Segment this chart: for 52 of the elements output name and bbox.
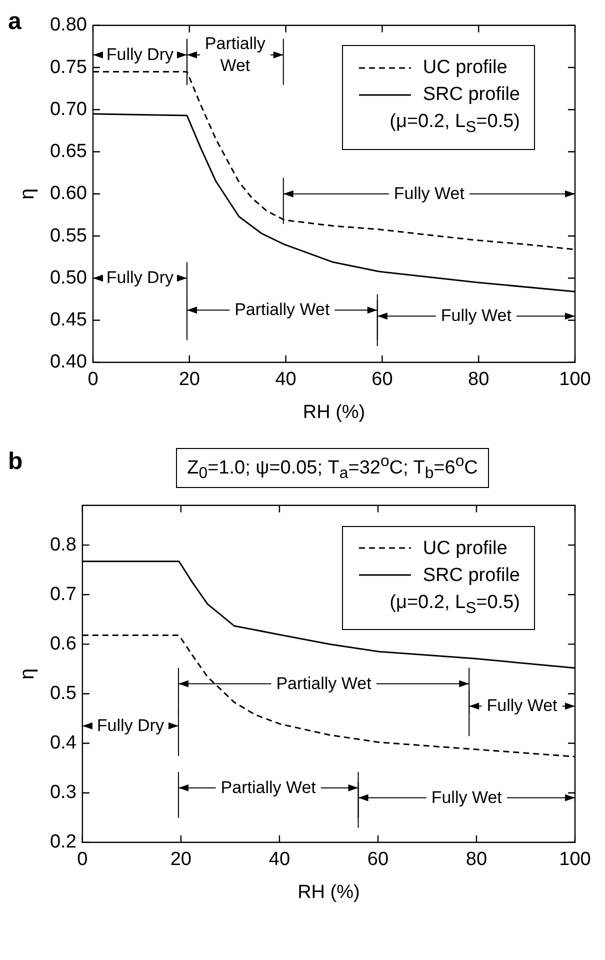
y-tick-label: 0.80: [50, 14, 87, 36]
y-tick-label: 0.65: [50, 141, 87, 162]
annotation: Partially Wet: [234, 299, 331, 322]
annotation: Partially Wet: [204, 32, 266, 77]
x-tick-label: 20: [178, 369, 200, 390]
annotation: (μ=0.2, L$_{S}$=0.5): [388, 590, 520, 618]
y-tick-label: 0.2: [50, 832, 76, 853]
y-tick-label: 0.6: [50, 634, 76, 655]
y-tick-label: 0.40: [50, 352, 87, 373]
y-axis-title: η: [16, 188, 39, 200]
legend-label: UC profile: [422, 536, 508, 561]
x-tick-label: 40: [268, 849, 290, 870]
x-tick-label: 40: [275, 369, 296, 390]
y-tick-label: 0.3: [50, 782, 76, 804]
annotation: Partially Wet: [220, 776, 317, 799]
x-axis-title: RH (%): [302, 402, 366, 423]
y-axis-title: η: [16, 668, 39, 680]
annotation: Fully Dry: [105, 267, 174, 290]
x-tick-label: 60: [372, 369, 393, 390]
y-tick-label: 0.50: [50, 267, 87, 288]
annotation: Fully Dry: [96, 715, 165, 738]
legend-label: SRC profile: [422, 564, 520, 588]
x-axis-title: RH (%): [298, 882, 360, 903]
annotation: Fully Wet: [392, 182, 466, 205]
y-tick-label: 0.7: [50, 584, 76, 605]
y-tick-label: 0.45: [50, 310, 87, 331]
chart-title: b: [8, 448, 23, 476]
x-tick-label: 0: [77, 849, 88, 870]
y-tick-label: 0.8: [50, 534, 76, 556]
annotation: Fully Wet: [486, 695, 558, 718]
x-tick-label: 100: [559, 369, 591, 390]
x-tick-label: 60: [367, 849, 389, 870]
y-tick-label: 0.75: [50, 56, 87, 78]
y-tick-label: 0.60: [50, 183, 87, 204]
x-tick-label: 80: [468, 369, 490, 390]
x-tick-label: 0: [88, 369, 98, 390]
annotation: Fully Wet: [430, 786, 503, 809]
legend-label: UC profile: [422, 56, 508, 80]
legend-label: SRC profile: [422, 83, 520, 108]
y-tick-label: 0.70: [50, 98, 87, 120]
annotation: Fully Dry: [105, 44, 174, 66]
x-tick-label: 20: [170, 849, 192, 870]
y-tick-label: 0.5: [50, 683, 76, 704]
y-tick-label: 0.4: [50, 732, 77, 754]
annotation: (μ=0.2, L$_{S}$=0.5): [388, 110, 520, 138]
annotation: Partially Wet: [275, 672, 372, 695]
x-tick-label: 80: [466, 849, 488, 870]
chart-title: a: [8, 8, 22, 36]
text: Z$_{0}$=1.0; ψ=0.05; T$_{a}$=32$^{o}$C; T$_{b}$=6$^{o}$C: [187, 453, 478, 482]
y-tick-label: 0.55: [50, 225, 87, 246]
x-tick-label: 100: [559, 849, 591, 870]
annotation: Fully Wet: [440, 305, 512, 328]
